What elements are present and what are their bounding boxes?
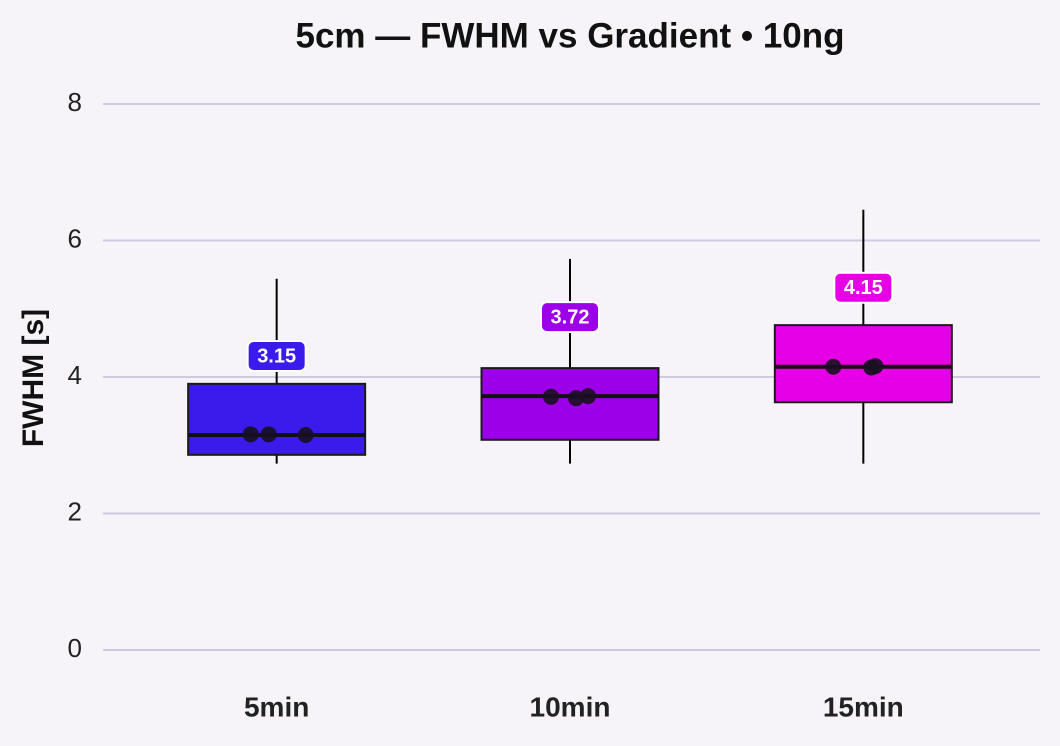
x-tick-label: 15min (823, 691, 904, 722)
x-tick-label: 5min (244, 691, 309, 722)
value-label-bg (246, 340, 307, 373)
value-label-bg (540, 301, 600, 334)
y-axis-title: FWHM [s] (17, 309, 50, 447)
y-tick-label: 6 (68, 223, 82, 253)
box (773, 324, 953, 404)
data-point (568, 390, 584, 407)
y-tick-label: 0 (68, 633, 82, 663)
y-tick-label: 4 (68, 360, 82, 390)
x-tick-label: 10min (530, 691, 611, 722)
value-label: 3.72 (551, 306, 590, 328)
value-label: 3.15 (257, 345, 296, 367)
chart-title: 5cm — FWHM vs Gradient • 10ng (295, 16, 844, 55)
value-label-bg (833, 271, 894, 304)
data-point (543, 388, 559, 405)
box (187, 382, 367, 456)
data-point (260, 426, 277, 443)
box (480, 367, 660, 441)
data-point (580, 388, 596, 405)
data-point (867, 358, 884, 375)
y-tick-label: 8 (68, 87, 82, 117)
data-point (297, 427, 314, 444)
data-point (242, 426, 259, 443)
value-label: 4.15 (844, 277, 883, 299)
y-tick-label: 2 (68, 496, 82, 526)
data-point (825, 358, 842, 375)
